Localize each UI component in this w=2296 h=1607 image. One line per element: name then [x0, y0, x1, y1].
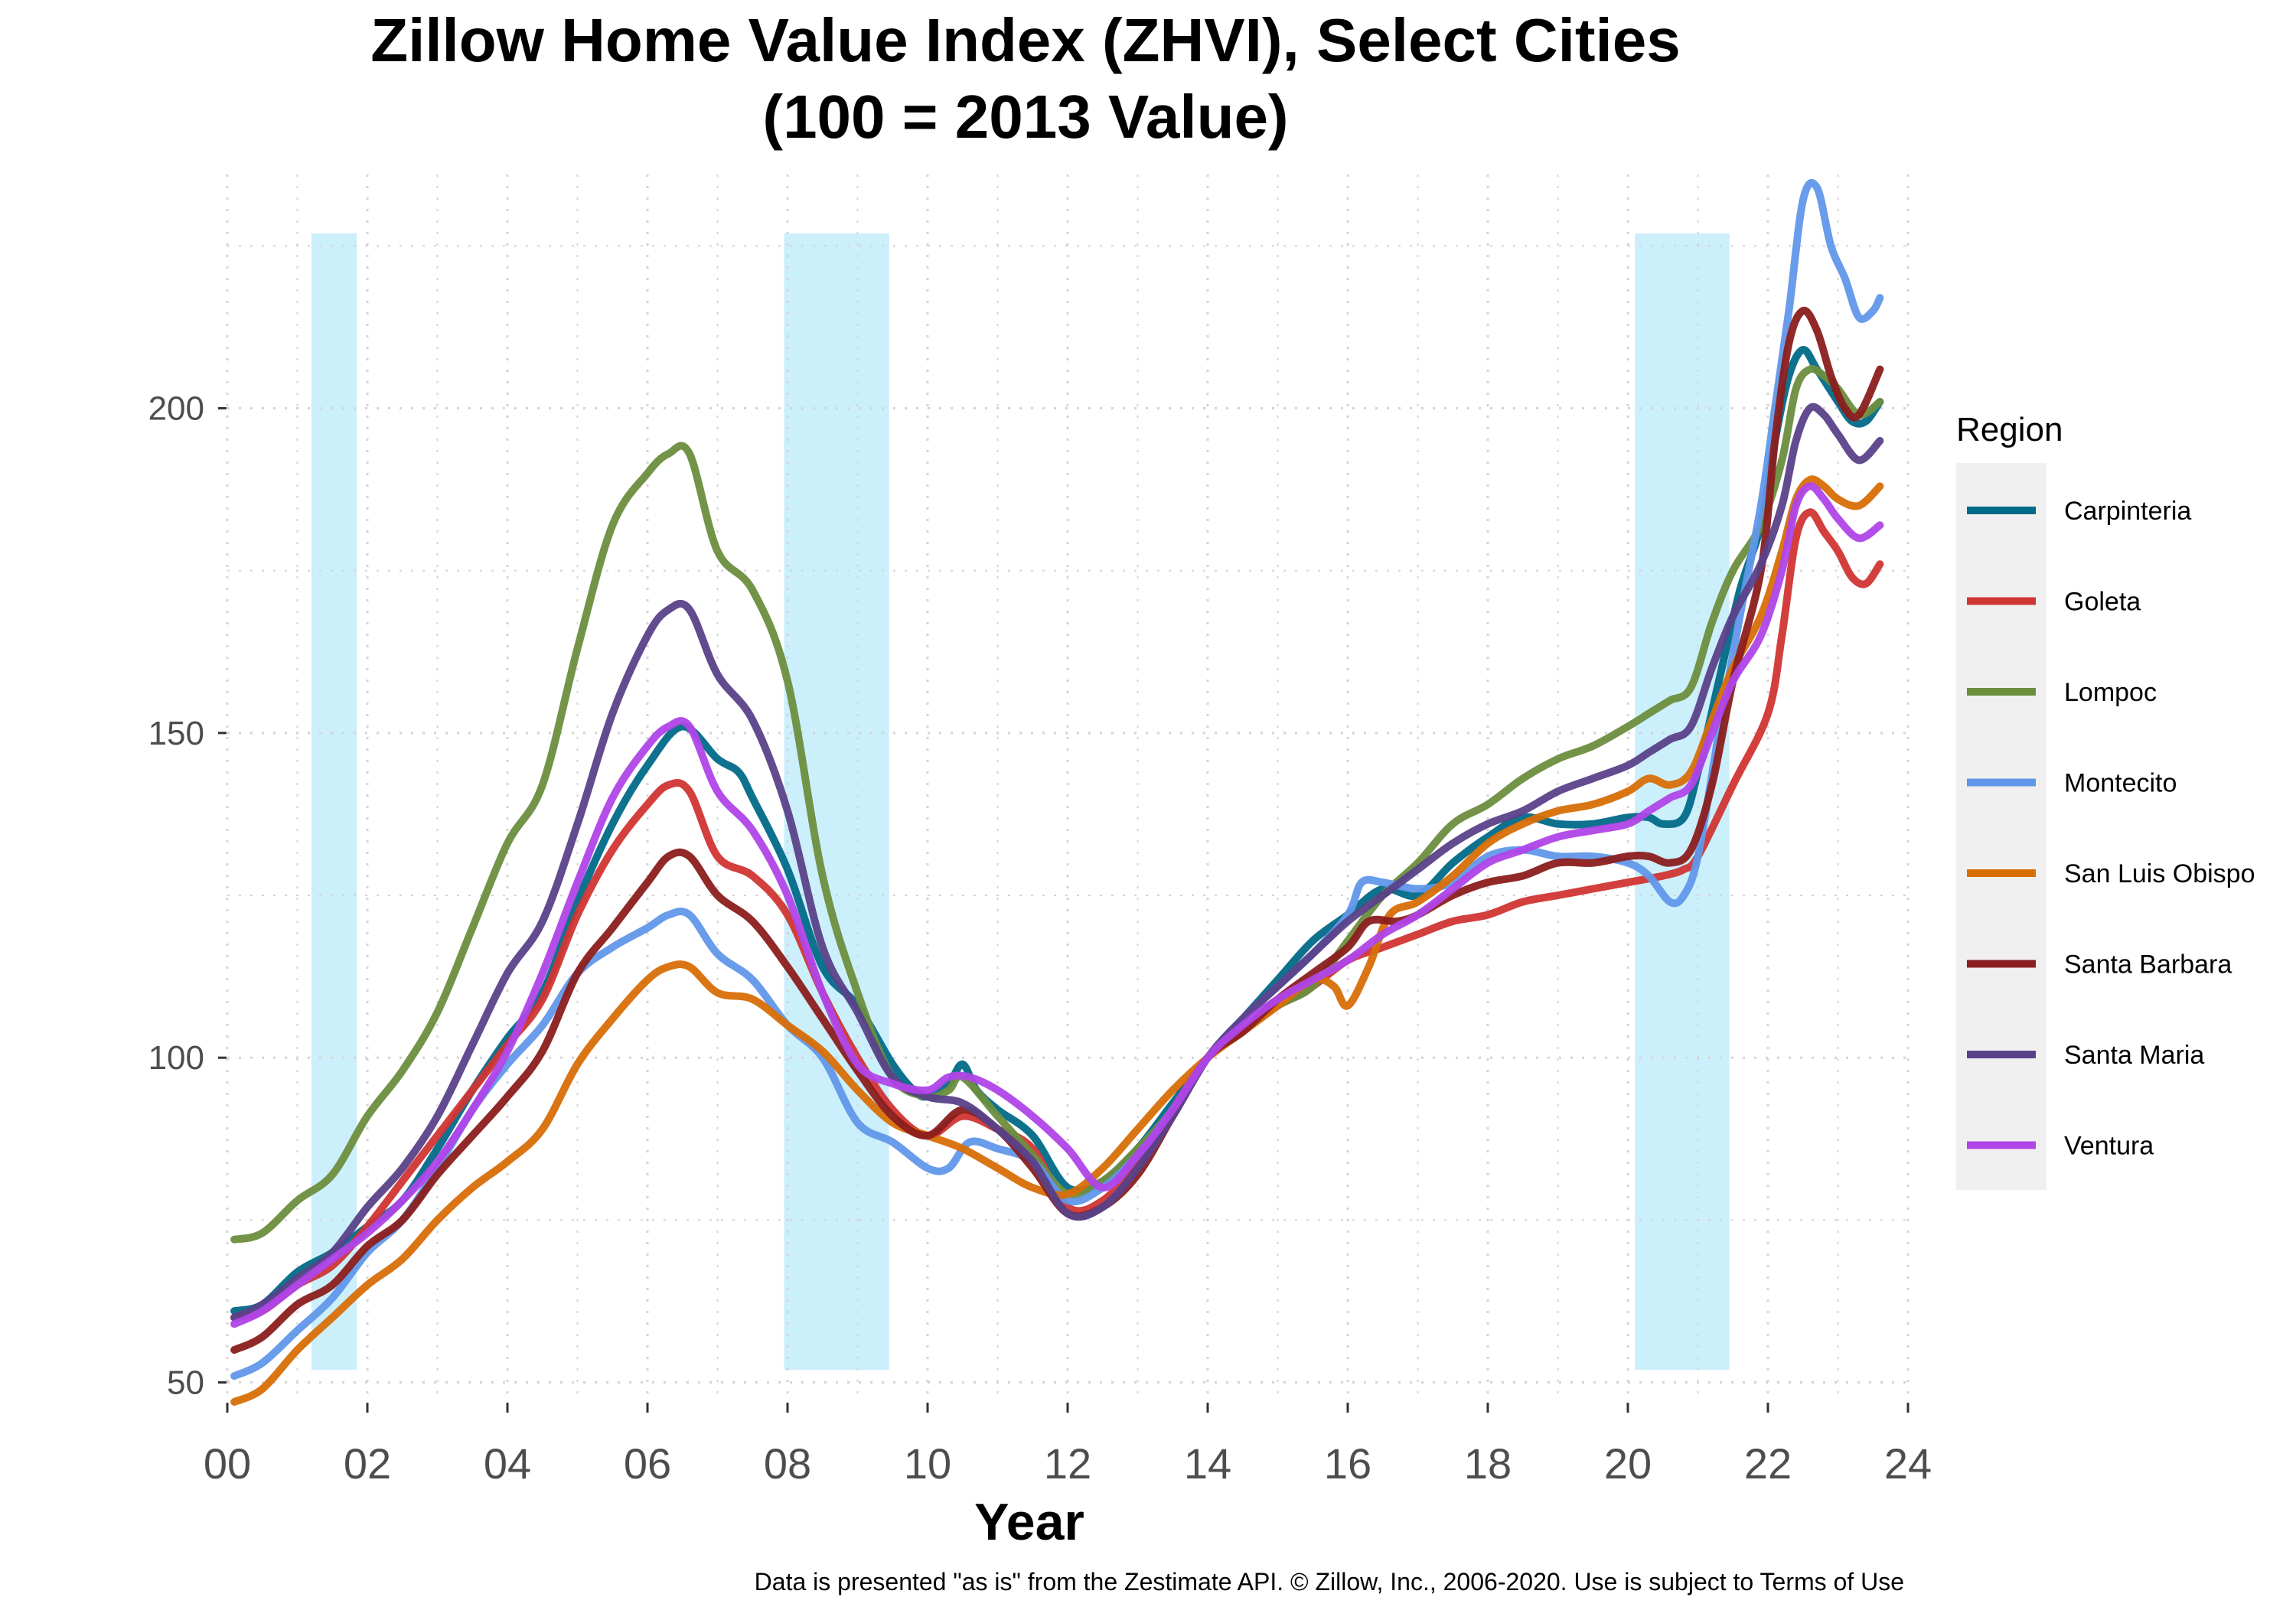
x-tick-label-06: 06 [624, 1439, 671, 1488]
y-axis-ticks: 50 100 150 200 [148, 390, 227, 1402]
chart-title: Zillow Home Value Index (ZHVI), Select C… [370, 6, 1681, 74]
legend-label-ventura: Ventura [2064, 1132, 2154, 1161]
series-line-lompoc [230, 364, 1884, 1244]
y-tick-label-150: 150 [148, 715, 204, 752]
x-tick-label-14: 14 [1184, 1439, 1231, 1488]
x-axis-title: Year [974, 1493, 1084, 1551]
shaded-period-1 [311, 233, 357, 1370]
x-tick-label-16: 16 [1324, 1439, 1371, 1488]
legend-label-santa-maria: Santa Maria [2064, 1041, 2204, 1070]
x-tick-label-18: 18 [1464, 1439, 1512, 1488]
legend-label-san-luis-obispo: San Luis Obispo [2064, 859, 2255, 888]
x-tick-label-22: 22 [1744, 1439, 1792, 1488]
legend-items: Carpinteria Goleta Lompoc Montecito San Luis… [1967, 497, 2255, 1161]
series-line-san-luis-obispo [230, 475, 1884, 1406]
shaded-period-3 [1635, 233, 1730, 1370]
x-tick-label-12: 12 [1044, 1439, 1091, 1488]
x-tick-label-00: 00 [204, 1439, 251, 1488]
y-tick-label-100: 100 [148, 1039, 204, 1077]
series-line-santa-maria [230, 403, 1884, 1322]
caption: Data is presented "as is" from the Zesti… [755, 1568, 1904, 1596]
legend-label-goleta: Goleta [2064, 588, 2141, 617]
y-tick-label-50: 50 [167, 1364, 204, 1402]
chart-subtitle: (100 = 2013 Value) [762, 83, 1288, 151]
y-tick-label-200: 200 [148, 390, 204, 428]
x-tick-label-02: 02 [344, 1439, 391, 1488]
legend-label-carpinteria: Carpinteria [2064, 497, 2191, 526]
recession-shading [311, 233, 1730, 1370]
series-lines [230, 178, 1884, 1406]
series-line-carpinteria [230, 346, 1884, 1315]
series-line-ventura [230, 482, 1884, 1328]
legend-label-santa-barbara: Santa Barbara [2064, 950, 2232, 980]
shaded-period-2 [784, 233, 889, 1370]
x-tick-label-24: 24 [1884, 1439, 1932, 1488]
x-tick-label-10: 10 [904, 1439, 951, 1488]
x-axis-ticks: 00 02 04 06 08 10 12 14 16 18 20 22 24 [204, 1403, 1932, 1488]
legend-key-background [1956, 463, 2047, 1190]
x-tick-label-04: 04 [484, 1439, 531, 1488]
series-line-goleta [230, 508, 1884, 1322]
legend-title: Region [1956, 411, 2063, 448]
x-tick-label-20: 20 [1604, 1439, 1652, 1488]
legend-label-montecito: Montecito [2064, 769, 2177, 798]
x-tick-label-08: 08 [764, 1439, 811, 1488]
legend: Region Carpinteria Goleta Lompoc Montecito S… [1956, 411, 2255, 1190]
legend-label-lompoc: Lompoc [2064, 678, 2157, 707]
